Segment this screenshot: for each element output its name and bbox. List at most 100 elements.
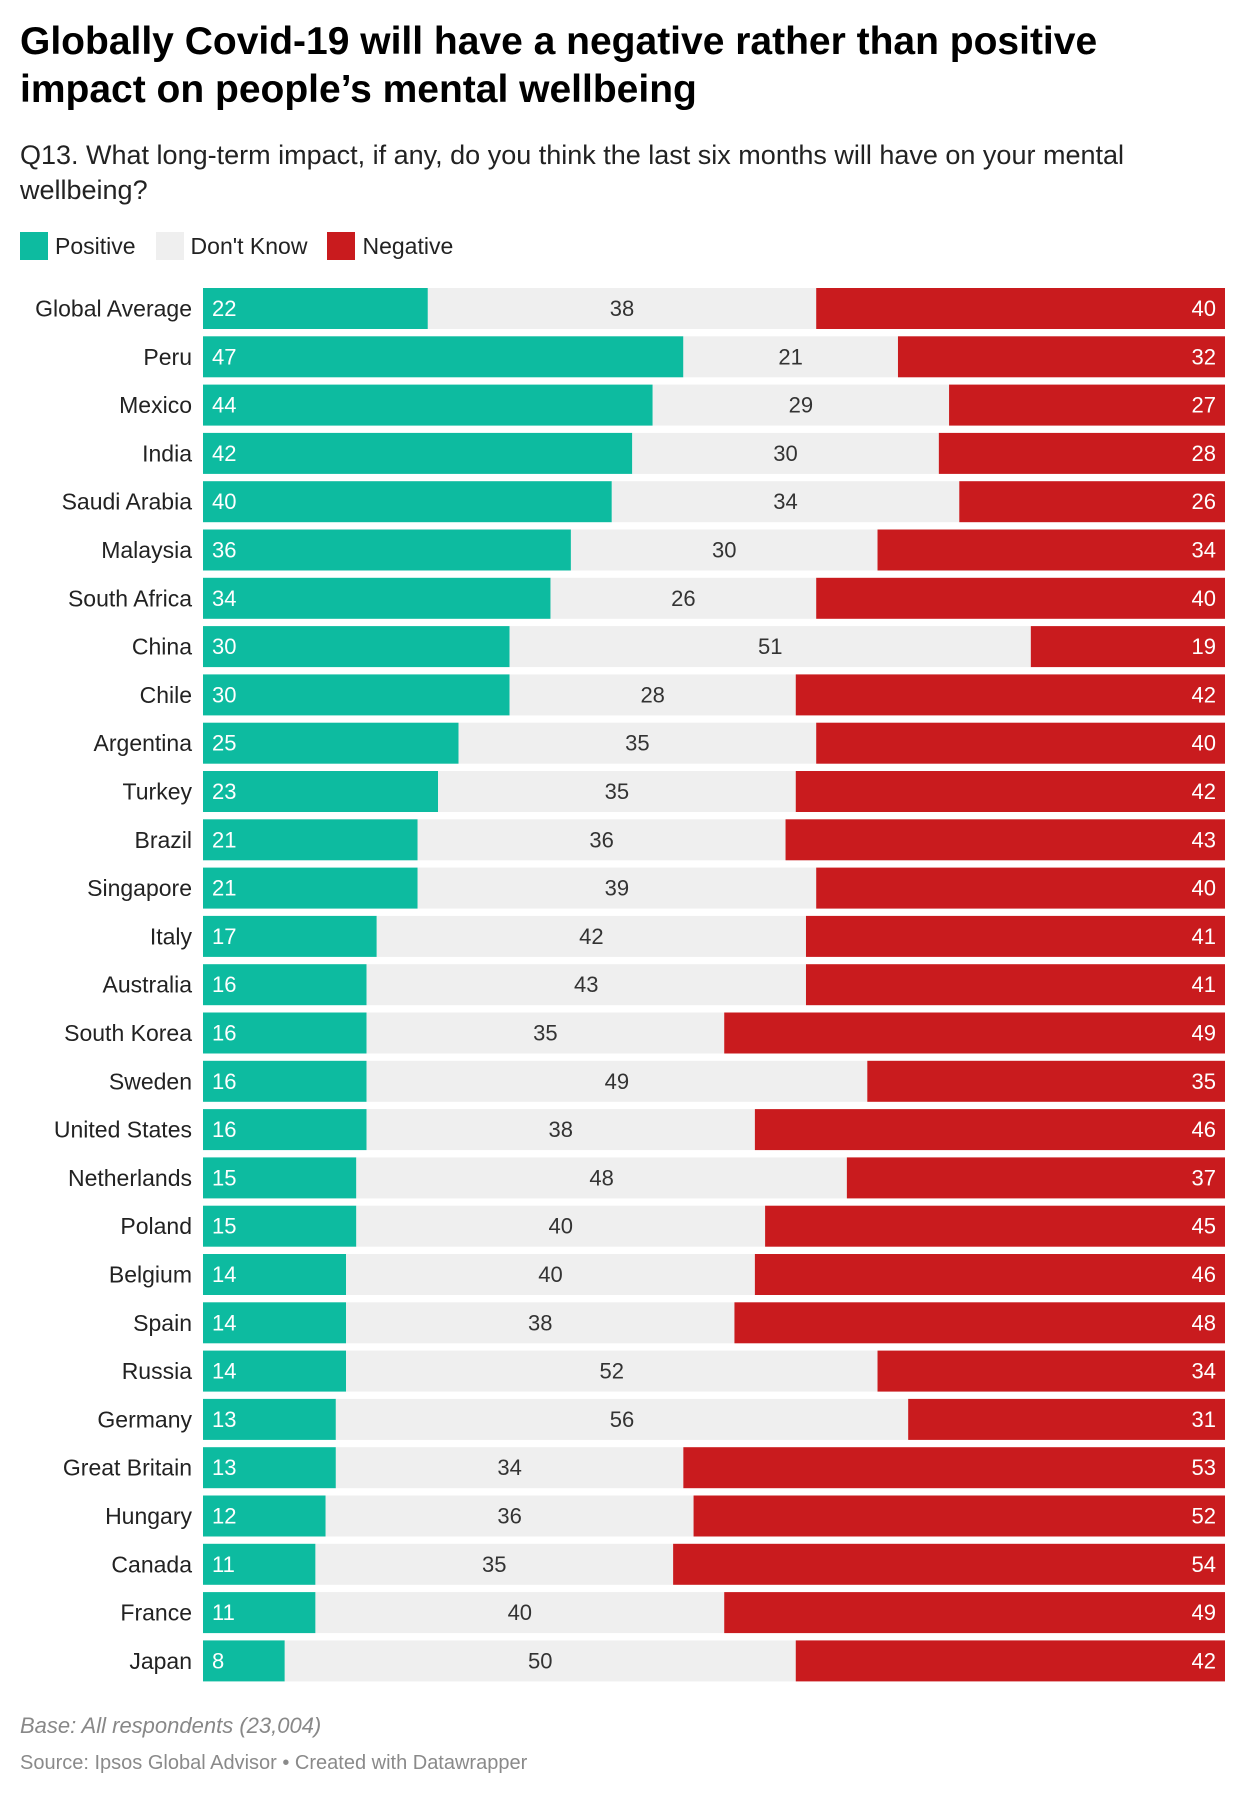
bar-don-t-know-spain	[346, 1302, 735, 1344]
data-label-don-t-know: 38	[548, 1117, 572, 1142]
data-label-negative: 34	[1192, 1359, 1216, 1384]
legend-item-positive: Positive	[20, 232, 136, 260]
category-label: Germany	[97, 1406, 192, 1432]
data-label-don-t-know: 39	[605, 876, 629, 901]
data-label-positive: 14	[212, 1310, 236, 1335]
data-label-positive: 15	[212, 1165, 236, 1190]
data-label-don-t-know: 38	[610, 296, 634, 321]
bar-don-t-know-sweden	[366, 1060, 868, 1102]
data-label-don-t-know: 35	[605, 779, 629, 804]
legend-swatch-positive	[20, 232, 48, 260]
bar-don-t-know-south-africa	[550, 577, 817, 619]
bar-negative-turkey	[795, 771, 1225, 812]
data-label-don-t-know: 42	[579, 924, 603, 949]
bar-don-t-know-global-average	[427, 288, 817, 329]
data-label-negative: 49	[1192, 1021, 1216, 1046]
bar-don-t-know-italy	[376, 915, 806, 957]
bar-positive-chile	[203, 674, 510, 716]
data-label-negative: 42	[1192, 682, 1216, 707]
category-label: Australia	[103, 972, 193, 998]
bar-negative-mexico	[949, 384, 1225, 426]
bar-negative-china	[1030, 626, 1225, 668]
bar-negative-france	[724, 1592, 1225, 1634]
data-label-don-t-know: 40	[538, 1262, 562, 1287]
data-label-positive: 22	[212, 296, 236, 321]
chart-subtitle: Q13. What long-term impact, if any, do y…	[20, 140, 1124, 205]
data-label-don-t-know: 56	[610, 1407, 634, 1432]
bar-don-t-know-poland	[356, 1205, 766, 1247]
bar-negative-argentina	[816, 722, 1225, 764]
data-label-negative: 40	[1192, 586, 1216, 611]
data-label-negative: 34	[1192, 538, 1216, 563]
data-label-positive: 15	[212, 1214, 236, 1239]
data-label-don-t-know: 30	[712, 538, 736, 563]
bar-don-t-know-brazil	[417, 819, 786, 861]
bar-don-t-know-argentina	[458, 722, 817, 764]
bar-positive-hungary	[203, 1495, 326, 1537]
bar-positive-poland	[203, 1205, 357, 1247]
data-label-positive: 30	[212, 634, 236, 659]
data-label-don-t-know: 34	[497, 1455, 521, 1480]
data-label-positive: 14	[212, 1359, 236, 1384]
bar-don-t-know-canada	[315, 1543, 674, 1585]
bar-don-t-know-saudi-arabia	[611, 481, 960, 523]
category-label: Brazil	[134, 827, 192, 853]
bar-don-t-know-peru	[683, 336, 898, 378]
data-label-negative: 48	[1192, 1310, 1216, 1335]
category-label: Malaysia	[101, 537, 192, 563]
data-label-negative: 49	[1192, 1600, 1216, 1625]
bar-don-t-know-india	[632, 432, 939, 474]
data-label-negative: 26	[1192, 489, 1216, 514]
bar-positive-spain	[203, 1302, 347, 1344]
data-label-don-t-know: 35	[625, 731, 649, 756]
data-label-don-t-know: 34	[773, 489, 797, 514]
data-label-negative: 37	[1192, 1165, 1216, 1190]
bar-negative-south-africa	[816, 577, 1225, 619]
bar-positive-turkey	[203, 771, 439, 812]
bar-negative-japan	[795, 1640, 1225, 1682]
category-label: Japan	[129, 1648, 192, 1674]
data-label-negative: 40	[1192, 731, 1216, 756]
data-label-negative: 31	[1192, 1407, 1216, 1432]
data-label-don-t-know: 40	[548, 1214, 572, 1239]
data-label-don-t-know: 38	[528, 1310, 552, 1335]
data-label-don-t-know: 35	[533, 1021, 557, 1046]
data-label-don-t-know: 29	[789, 393, 813, 418]
bar-positive-japan	[203, 1640, 285, 1682]
category-label: India	[142, 440, 192, 466]
data-label-negative: 19	[1192, 634, 1216, 659]
data-label-don-t-know: 36	[497, 1504, 521, 1529]
bar-negative-netherlands	[846, 1157, 1225, 1199]
category-label: Sweden	[109, 1068, 192, 1094]
bar-positive-singapore	[203, 867, 418, 909]
bar-negative-peru	[897, 336, 1225, 378]
category-label: Peru	[143, 344, 192, 370]
bar-positive-sweden	[203, 1060, 367, 1102]
bar-positive-brazil	[203, 819, 418, 861]
bar-don-t-know-russia	[346, 1350, 878, 1392]
bar-negative-saudi-arabia	[959, 481, 1225, 523]
bar-don-t-know-chile	[509, 674, 796, 716]
bar-positive-france	[203, 1592, 316, 1634]
bar-positive-china	[203, 626, 510, 668]
bar-negative-great-britain	[683, 1447, 1225, 1489]
data-label-negative: 42	[1192, 779, 1216, 804]
bar-don-t-know-china	[509, 626, 1031, 668]
bar-negative-singapore	[816, 867, 1225, 909]
data-label-negative: 35	[1192, 1069, 1216, 1094]
bar-positive-netherlands	[203, 1157, 357, 1199]
data-label-don-t-know: 28	[640, 682, 664, 707]
data-label-negative: 43	[1192, 827, 1216, 852]
data-label-don-t-know: 48	[589, 1165, 613, 1190]
bar-don-t-know-singapore	[417, 867, 817, 909]
category-label: Netherlands	[68, 1165, 192, 1191]
data-label-negative: 53	[1192, 1455, 1216, 1480]
data-label-don-t-know: 49	[605, 1069, 629, 1094]
data-label-positive: 14	[212, 1262, 236, 1287]
category-label: Canada	[111, 1551, 192, 1577]
category-label: Chile	[140, 682, 192, 708]
legend-item-negative: Negative	[327, 232, 453, 260]
data-label-positive: 36	[212, 538, 236, 563]
data-label-negative: 41	[1192, 924, 1216, 949]
bar-positive-belgium	[203, 1254, 347, 1295]
